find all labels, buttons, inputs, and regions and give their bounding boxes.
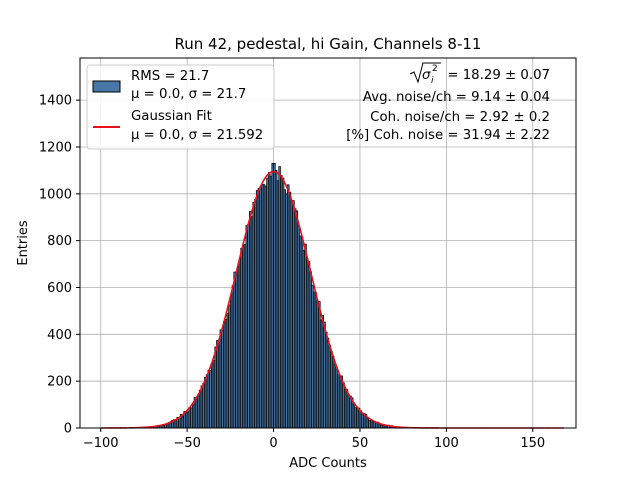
x-tick-label-3: 50 [352, 436, 369, 451]
sigma-superscript: 2 [432, 64, 438, 74]
plot-frame [79, 57, 577, 429]
sqrt-symbol [409, 62, 441, 84]
sigma-symbol: σ [422, 68, 431, 83]
coh-noise-text: Coh. noise/ch = 2.92 ± 0.2 [370, 110, 550, 125]
y-tick-label-5: 1000 [39, 187, 72, 202]
sigma-sum-value: = 18.29 ± 0.07 [447, 68, 550, 83]
y-axis-title: Entries [16, 220, 31, 266]
x-tick-label-2: 0 [269, 436, 277, 451]
avg-noise-text: Avg. noise/ch = 9.14 ± 0.04 [363, 90, 550, 105]
y-axis: 0 200 400 600 800 1000 1200 1400 [39, 94, 80, 437]
legend-histogram-stats: μ = 0.0, σ = 21.7 [131, 87, 246, 102]
y-tick-label-4: 800 [47, 234, 72, 249]
x-tick-label-0: −100 [83, 436, 119, 451]
legend-box [86, 64, 275, 150]
chart-title: Run 42, pedestal, hi Gain, Channels 8-11 [175, 35, 482, 53]
noise-annotations: σ i 2 = 18.29 ± 0.07 Avg. noise/ch = 9.1… [346, 62, 550, 143]
y-tick-label-7: 1400 [39, 94, 72, 109]
legend: RMS = 21.7 μ = 0.0, σ = 21.7 Gaussian Fi… [86, 64, 275, 150]
legend-histogram-patch [92, 80, 121, 93]
coh-noise-percent-text: [%] Coh. noise = 31.94 ± 2.22 [346, 128, 550, 143]
x-axis: −100 −50 0 50 100 150 [83, 428, 545, 451]
legend-fit-stats: μ = 0.0, σ = 21.592 [131, 128, 263, 143]
y-tick-label-0: 0 [64, 422, 72, 437]
y-tick-label-1: 200 [47, 375, 72, 390]
legend-histogram-label: RMS = 21.7 [131, 69, 209, 84]
x-tick-label-4: 100 [434, 436, 459, 451]
x-tick-label-1: −50 [173, 436, 200, 451]
x-axis-title: ADC Counts [289, 456, 367, 471]
legend-fit-label: Gaussian Fit [131, 109, 212, 124]
y-tick-label-2: 400 [47, 328, 72, 343]
y-tick-label-6: 1200 [39, 140, 72, 155]
x-tick-label-5: 150 [520, 436, 545, 451]
sigma-subscript: i [431, 76, 434, 86]
y-tick-label-3: 600 [47, 281, 72, 296]
